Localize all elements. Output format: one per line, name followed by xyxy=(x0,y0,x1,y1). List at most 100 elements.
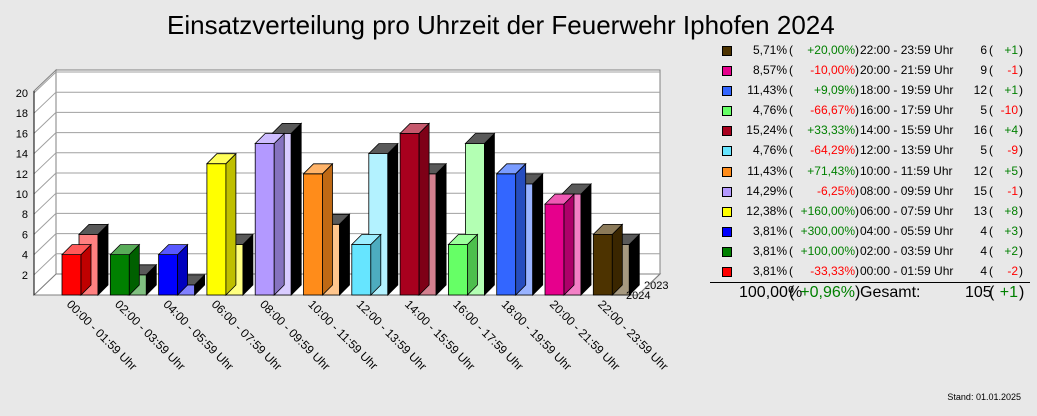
bar-2024-8-front xyxy=(447,244,468,296)
gridline-side xyxy=(33,213,57,235)
legend-time: 04:00 - 05:59 Uhr xyxy=(860,223,954,238)
legend-time: 10:00 - 11:59 Uhr xyxy=(860,163,953,178)
y-tick-label: 14 xyxy=(16,149,28,161)
legend-diff: -1 xyxy=(1007,183,1018,198)
paren-close: ) xyxy=(855,103,859,118)
y-tick-label: 16 xyxy=(16,128,28,140)
gridline-side xyxy=(33,172,57,195)
bar-2024-8-top xyxy=(447,234,479,245)
legend-pct: 8,57% xyxy=(752,63,787,78)
legend-change: +160,00% xyxy=(800,203,855,218)
bar-2023-7-side xyxy=(435,162,447,296)
paren-open: ( xyxy=(989,163,993,178)
bar-2024-1-front xyxy=(109,254,130,296)
legend-swatch xyxy=(722,86,732,97)
legend-pct: 4,76% xyxy=(752,143,787,158)
depth-label-front: 2024 xyxy=(626,290,650,302)
legend-row: 4,76%(-64,29%) 12:00 - 13:59 Uhr 5(-9) xyxy=(719,140,1029,160)
y-tick-label: 10 xyxy=(16,189,28,201)
paren-close: ) xyxy=(855,123,859,138)
legend: 5,71%(+20,00%) 22:00 - 23:59 Uhr 6(+1) 8,57… xyxy=(719,40,1029,281)
legend-time: 22:00 - 23:59 Uhr xyxy=(860,43,954,57)
legend-swatch xyxy=(722,166,732,177)
paren-open: ( xyxy=(989,243,993,258)
paren-close: ) xyxy=(1019,83,1023,98)
paren-open: ( xyxy=(989,223,993,238)
bar-2024-6-front xyxy=(351,244,372,296)
legend-time: 14:00 - 15:59 Uhr xyxy=(860,123,954,138)
paren-close: ) xyxy=(855,143,859,158)
paren-close: ) xyxy=(855,243,859,258)
bar-2024-9-front xyxy=(496,173,517,296)
bar-2023-4-side xyxy=(290,122,302,296)
bar-2024-7-front xyxy=(399,132,420,296)
bar-2023-8-top xyxy=(464,133,496,144)
legend-time: 20:00 - 21:59 Uhr xyxy=(860,63,954,78)
total-label: Gesamt: xyxy=(860,284,921,301)
legend-swatch xyxy=(722,186,732,197)
legend-change: -10,00% xyxy=(810,63,855,78)
legend-total-row: 100,00% ( +0,96% ) Gesamt: 105 ( +1 ) xyxy=(719,283,1029,303)
paren-close: ) xyxy=(855,163,859,178)
legend-count: 4 xyxy=(980,223,987,238)
bar-2024-7-top xyxy=(399,123,431,134)
bar-2024-4-top xyxy=(254,133,286,144)
gridline-side xyxy=(33,233,57,255)
legend-time: 06:00 - 07:59 Uhr xyxy=(860,203,954,218)
paren-open: ( xyxy=(789,243,793,258)
bar-2024-1-top xyxy=(109,244,141,256)
legend-diff: +1 xyxy=(1004,43,1018,57)
paren-open: ( xyxy=(789,83,793,98)
paren-open: ( xyxy=(789,43,793,57)
bar-2023-8-side xyxy=(483,132,495,296)
legend-count: 9 xyxy=(980,63,987,78)
paren-open: ( xyxy=(989,123,993,138)
bar-2024-7-side xyxy=(418,122,430,296)
bar-2023-10-top xyxy=(561,183,592,195)
paren-close: ) xyxy=(1019,163,1023,178)
legend-swatch xyxy=(722,46,732,56)
gridline-side xyxy=(33,132,57,154)
bar-2024-4-side xyxy=(273,132,285,296)
legend-count: 13 xyxy=(973,203,987,218)
paren-open: ( xyxy=(989,284,995,301)
legend-count: 5 xyxy=(980,143,987,158)
paren-close: ) xyxy=(855,264,859,279)
paren-close: ) xyxy=(1019,284,1025,301)
bar-2024-11-top xyxy=(592,223,624,235)
legend-row: 4,76%(-66,67%) 16:00 - 17:59 Uhr 5(-10) xyxy=(719,100,1029,120)
legend-diff: +3 xyxy=(1004,223,1018,238)
legend-pct: 15,24% xyxy=(746,123,787,138)
paren-open: ( xyxy=(989,83,993,98)
left-wall xyxy=(33,68,57,297)
paren-close: ) xyxy=(1019,143,1023,158)
bar-2024-4-front xyxy=(254,143,275,296)
gridline-side xyxy=(33,253,57,276)
y-tick-label: 18 xyxy=(16,108,28,120)
legend-row: 11,43%(+71,43%) 10:00 - 11:59 Uhr 12(+5) xyxy=(719,161,1029,181)
total-count: 105 xyxy=(965,284,992,301)
paren-open: ( xyxy=(989,203,993,218)
gridline-side xyxy=(33,152,57,175)
gridline-side xyxy=(33,192,57,215)
paren-close: ) xyxy=(855,284,861,301)
legend-row: 5,71%(+20,00%) 22:00 - 23:59 Uhr 6(+1) xyxy=(719,40,1029,60)
gridline-side xyxy=(33,71,57,94)
legend-swatch xyxy=(722,126,732,137)
legend-swatch xyxy=(722,226,732,237)
bar-2024-9-top xyxy=(495,163,527,175)
bar-2023-3-side xyxy=(242,233,254,296)
legend-row: 15,24%(+33,33%) 14:00 - 15:59 Uhr 16(+4) xyxy=(719,120,1029,140)
legend-diff: +5 xyxy=(1004,163,1018,178)
paren-open: ( xyxy=(789,163,793,178)
legend-count: 12 xyxy=(973,83,987,98)
legend-pct: 11,43% xyxy=(747,83,787,98)
paren-close: ) xyxy=(855,203,859,218)
paren-open: ( xyxy=(989,183,993,198)
paren-close: ) xyxy=(1019,243,1023,258)
paren-close: ) xyxy=(855,43,859,57)
y-tick-label: 12 xyxy=(16,169,28,181)
legend-row: 8,57%(-10,00%) 20:00 - 21:59 Uhr 9(-1) xyxy=(719,60,1029,80)
paren-close: ) xyxy=(1019,203,1023,218)
